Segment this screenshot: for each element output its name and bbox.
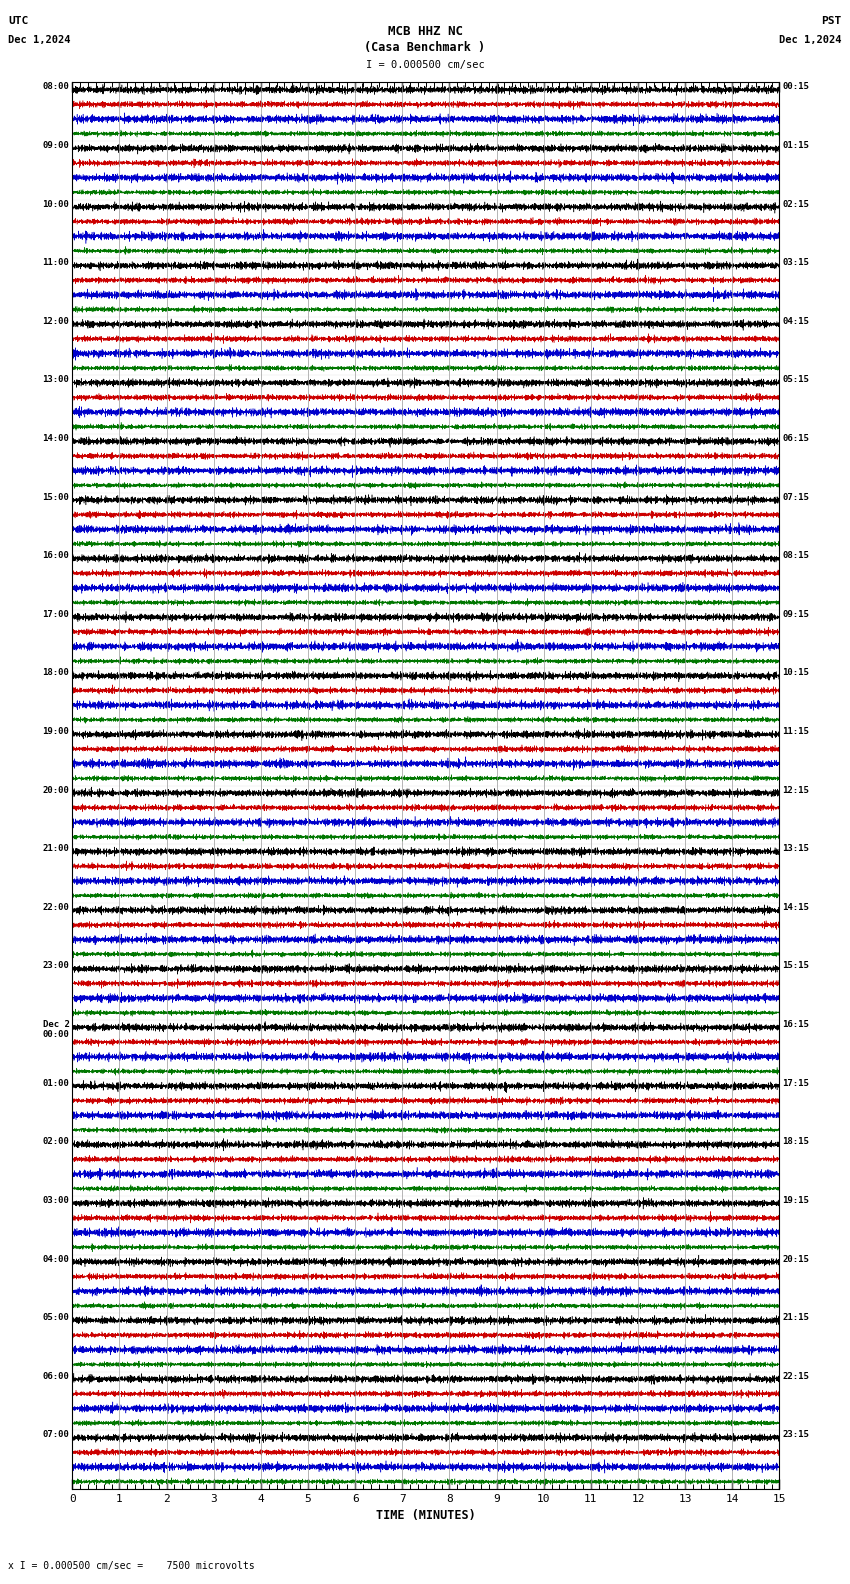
Text: Dec 1,2024: Dec 1,2024 [8, 35, 71, 44]
Text: x I = 0.000500 cm/sec =    7500 microvolts: x I = 0.000500 cm/sec = 7500 microvolts [8, 1562, 255, 1571]
Text: 21:00: 21:00 [42, 844, 70, 854]
Text: MCB HHZ NC: MCB HHZ NC [388, 25, 462, 38]
Text: 03:15: 03:15 [782, 258, 809, 268]
Text: 14:15: 14:15 [782, 903, 809, 912]
Text: 23:15: 23:15 [782, 1430, 809, 1440]
Text: 22:00: 22:00 [42, 903, 70, 912]
Text: 13:00: 13:00 [42, 375, 70, 385]
Text: Dec 1,2024: Dec 1,2024 [779, 35, 842, 44]
Text: 10:00: 10:00 [42, 200, 70, 209]
Text: 16:00: 16:00 [42, 551, 70, 561]
Text: 07:00: 07:00 [42, 1430, 70, 1440]
Text: 08:15: 08:15 [782, 551, 809, 561]
Text: 00:15: 00:15 [782, 82, 809, 92]
Text: I = 0.000500 cm/sec: I = 0.000500 cm/sec [366, 60, 484, 70]
Text: 04:15: 04:15 [782, 317, 809, 326]
Text: 03:00: 03:00 [42, 1196, 70, 1205]
Text: 10:15: 10:15 [782, 668, 809, 678]
Text: 23:00: 23:00 [42, 961, 70, 971]
Text: 18:00: 18:00 [42, 668, 70, 678]
Text: 15:15: 15:15 [782, 961, 809, 971]
Text: 20:15: 20:15 [782, 1255, 809, 1264]
Text: 06:00: 06:00 [42, 1372, 70, 1381]
Text: 01:00: 01:00 [42, 1079, 70, 1088]
Text: 21:15: 21:15 [782, 1313, 809, 1323]
Text: 02:00: 02:00 [42, 1137, 70, 1147]
Text: 17:15: 17:15 [782, 1079, 809, 1088]
Text: 14:00: 14:00 [42, 434, 70, 444]
Text: 12:15: 12:15 [782, 786, 809, 795]
Text: 08:00: 08:00 [42, 82, 70, 92]
Text: UTC: UTC [8, 16, 29, 25]
Text: 09:00: 09:00 [42, 141, 70, 150]
Text: 05:00: 05:00 [42, 1313, 70, 1323]
Text: 02:15: 02:15 [782, 200, 809, 209]
Text: 19:15: 19:15 [782, 1196, 809, 1205]
Text: 18:15: 18:15 [782, 1137, 809, 1147]
Text: 22:15: 22:15 [782, 1372, 809, 1381]
Text: 15:00: 15:00 [42, 493, 70, 502]
Text: 04:00: 04:00 [42, 1255, 70, 1264]
Text: 11:15: 11:15 [782, 727, 809, 737]
Text: PST: PST [821, 16, 842, 25]
Text: 01:15: 01:15 [782, 141, 809, 150]
Text: 13:15: 13:15 [782, 844, 809, 854]
Text: (Casa Benchmark ): (Casa Benchmark ) [365, 41, 485, 54]
Text: 11:00: 11:00 [42, 258, 70, 268]
Text: 12:00: 12:00 [42, 317, 70, 326]
Text: 09:15: 09:15 [782, 610, 809, 619]
Text: 16:15: 16:15 [782, 1020, 809, 1030]
X-axis label: TIME (MINUTES): TIME (MINUTES) [376, 1510, 476, 1522]
Text: 20:00: 20:00 [42, 786, 70, 795]
Text: 19:00: 19:00 [42, 727, 70, 737]
Text: 07:15: 07:15 [782, 493, 809, 502]
Text: 05:15: 05:15 [782, 375, 809, 385]
Text: 17:00: 17:00 [42, 610, 70, 619]
Text: 06:15: 06:15 [782, 434, 809, 444]
Text: Dec 2
00:00: Dec 2 00:00 [42, 1020, 70, 1039]
